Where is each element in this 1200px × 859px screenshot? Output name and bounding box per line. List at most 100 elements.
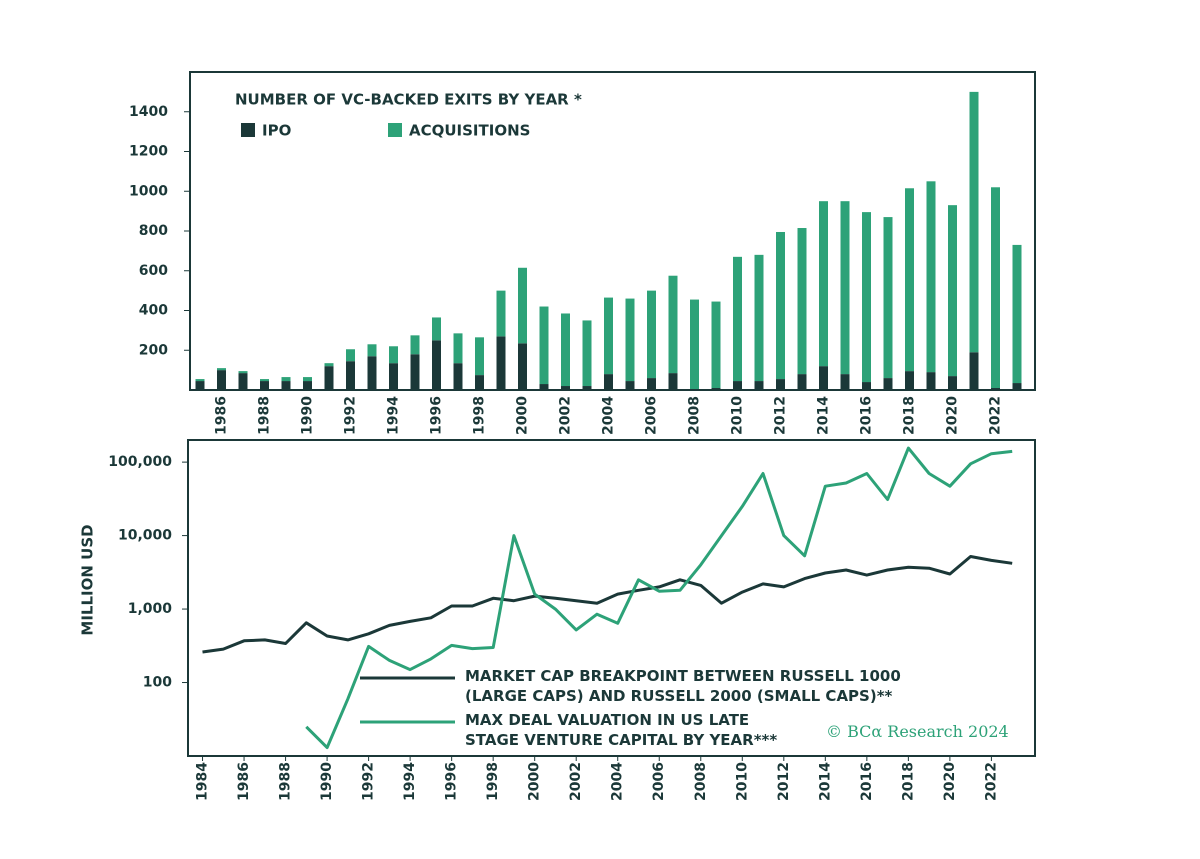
bar-segment bbox=[238, 373, 248, 390]
bar-segment bbox=[604, 297, 613, 375]
x-tick-label: 2004 bbox=[601, 396, 617, 435]
x-tick-label: 1994 bbox=[402, 762, 418, 801]
bar-segment bbox=[432, 340, 441, 390]
bar-segment bbox=[604, 374, 613, 390]
x-tick-label: 1988 bbox=[278, 762, 294, 801]
bar-segment bbox=[410, 335, 420, 355]
x-tick-label: 1984 bbox=[195, 762, 211, 801]
bar-segment bbox=[324, 366, 334, 390]
x-tick-label: 2002 bbox=[568, 762, 584, 801]
legend-label: MARKET CAP BREAKPOINT BETWEEN RUSSELL 10… bbox=[465, 667, 901, 705]
x-tick-label: 2008 bbox=[693, 762, 709, 801]
bar-segment bbox=[410, 354, 420, 390]
bar-segment bbox=[1012, 383, 1022, 390]
bar-segment bbox=[496, 336, 506, 390]
bar-segment bbox=[905, 371, 914, 390]
bar-segment bbox=[797, 374, 807, 390]
y-tick-label: 1200 bbox=[129, 144, 168, 160]
bar-segment bbox=[453, 363, 463, 390]
x-tick-label: 1990 bbox=[319, 762, 335, 801]
y-axis-label: MILLION USD bbox=[79, 524, 97, 635]
x-tick-label: 1996 bbox=[429, 396, 445, 435]
x-tick-label: 2004 bbox=[610, 762, 626, 801]
x-tick-label: 2020 bbox=[942, 762, 958, 801]
x-tick-label: 2018 bbox=[900, 762, 916, 801]
bar-segment bbox=[926, 181, 936, 373]
y-tick-label: 400 bbox=[139, 303, 168, 319]
x-tick-label: 1998 bbox=[485, 762, 501, 801]
y-tick-label: 1400 bbox=[129, 104, 168, 120]
bar-segment bbox=[324, 363, 334, 367]
annotation: © BCα Research 2024 bbox=[826, 722, 1009, 741]
bar-segment bbox=[303, 377, 312, 382]
legend-swatch bbox=[388, 123, 402, 137]
bar-segment bbox=[346, 349, 355, 362]
bar-segment bbox=[690, 299, 699, 390]
x-tick-label: 2014 bbox=[817, 762, 833, 801]
x-tick-label: 1996 bbox=[444, 762, 460, 801]
line bbox=[202, 555, 1013, 654]
legend-swatch bbox=[241, 123, 255, 137]
bar-segment bbox=[217, 370, 226, 390]
bar-segment bbox=[195, 381, 205, 390]
bar-segment bbox=[475, 337, 484, 376]
bar-segment bbox=[260, 381, 269, 390]
y-tick-label: 1000 bbox=[129, 183, 168, 199]
bar-segment bbox=[518, 343, 527, 390]
chart-title: NUMBER OF VC-BACKED EXITS BY YEAR * bbox=[235, 91, 582, 109]
bar-segment bbox=[217, 368, 226, 371]
bar-segment bbox=[475, 375, 484, 390]
x-tick-label: 1986 bbox=[214, 396, 230, 435]
bar-segment bbox=[905, 188, 914, 372]
bar-segment bbox=[496, 290, 506, 337]
x-tick-label: 1998 bbox=[472, 396, 488, 435]
x-tick-label: 1986 bbox=[236, 762, 252, 801]
bar-segment bbox=[453, 333, 463, 364]
bar-segment bbox=[733, 381, 742, 390]
bar-segment bbox=[195, 379, 205, 382]
x-tick-label: 2018 bbox=[902, 396, 918, 435]
bar-segment bbox=[754, 381, 764, 390]
bar-segment bbox=[561, 313, 570, 387]
bar-segment bbox=[518, 267, 527, 344]
bar-segment bbox=[797, 228, 807, 375]
bar-segment bbox=[647, 378, 656, 390]
bar-segment bbox=[733, 256, 742, 382]
bar-segment bbox=[969, 91, 979, 353]
bar-segment bbox=[819, 201, 828, 367]
bar-segment bbox=[991, 187, 1000, 389]
y-tick-label: 200 bbox=[139, 342, 168, 358]
bar-segment bbox=[690, 389, 699, 390]
bar-segment bbox=[281, 381, 291, 390]
bar-segment bbox=[367, 356, 377, 390]
x-tick-label: 2002 bbox=[558, 396, 574, 435]
bar-segment bbox=[948, 376, 957, 390]
x-tick-label: 1990 bbox=[300, 396, 316, 435]
bar-segment bbox=[625, 381, 635, 390]
bar-segment bbox=[948, 205, 957, 377]
bar-segment bbox=[840, 201, 850, 375]
bottom-frame bbox=[187, 439, 1036, 757]
bar-segment bbox=[862, 382, 871, 390]
bar-segment bbox=[668, 373, 678, 390]
x-tick-label: 1992 bbox=[343, 396, 359, 435]
x-tick-label: 2010 bbox=[734, 762, 750, 801]
legend-label: IPO bbox=[262, 122, 291, 140]
bar-segment bbox=[582, 320, 592, 387]
x-tick-label: 2006 bbox=[651, 762, 667, 801]
bar-segment bbox=[561, 386, 570, 390]
y-tick-label: 100 bbox=[143, 675, 172, 691]
x-tick-label: 2008 bbox=[687, 396, 703, 435]
bar-segment bbox=[367, 344, 377, 357]
bar-segment bbox=[991, 388, 1000, 390]
bar-segment bbox=[926, 372, 936, 390]
x-tick-label: 2010 bbox=[730, 396, 746, 435]
bar-segment bbox=[969, 352, 979, 390]
bar-segment bbox=[625, 298, 635, 382]
bar-segment bbox=[582, 386, 592, 390]
bar-segment bbox=[260, 379, 269, 382]
bar-segment bbox=[389, 346, 398, 364]
y-tick-label: 800 bbox=[139, 223, 168, 239]
